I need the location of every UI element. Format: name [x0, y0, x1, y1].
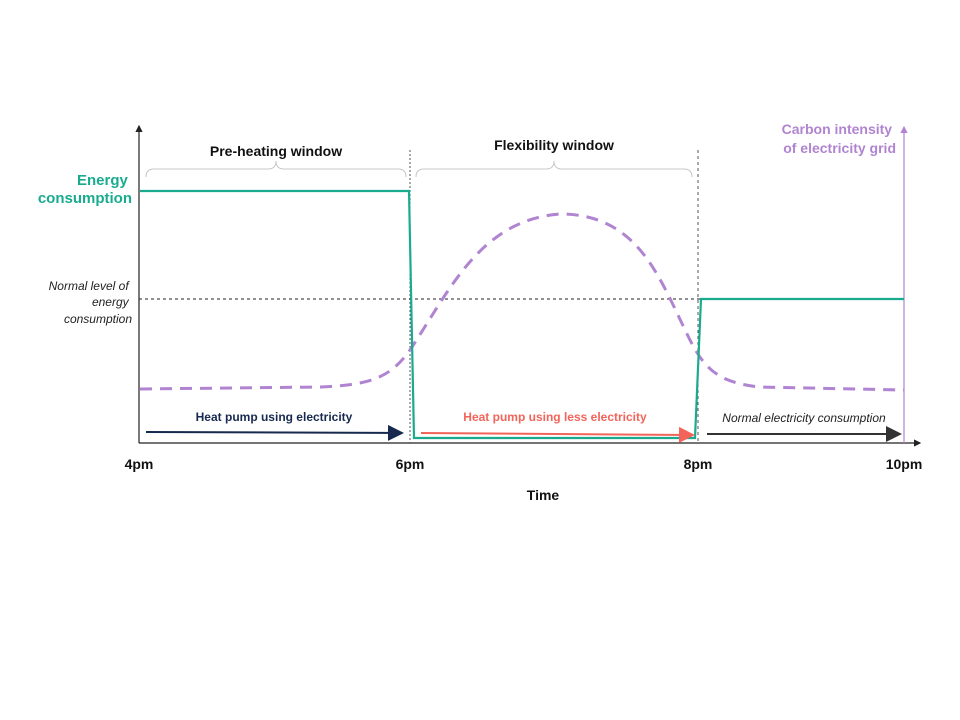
energy-axis-label: Energy consumption: [38, 172, 132, 207]
normal-level-line3: consumption: [64, 312, 132, 326]
normal-level-line2: energy: [92, 295, 130, 309]
phase3-label: Normal electricity consumption: [722, 411, 886, 425]
x-tick-8pm: 8pm: [684, 456, 713, 472]
phase2-label: Heat pump using less electricity: [463, 410, 647, 424]
carbon-intensity-curve: [139, 212, 905, 392]
preheat-window-label: Pre-heating window: [210, 143, 342, 159]
flex-brace: [415, 160, 693, 178]
carbon-axis-label-line2: of electricity grid: [783, 140, 896, 156]
energy-consumption-line: [140, 189, 904, 440]
phase2-arrow: [420, 426, 695, 443]
phase1-label: Heat pump using electricity: [196, 410, 353, 424]
carbon-axis-label-line1: Carbon intensity: [782, 121, 893, 137]
normal-level-label: Normal level of energy consumption: [49, 279, 133, 326]
flex-window-label: Flexibility window: [494, 137, 614, 153]
x-tick-4pm: 4pm: [125, 456, 154, 472]
normal-level-line1: Normal level of: [49, 279, 131, 293]
x-tick-10pm: 10pm: [886, 456, 923, 472]
x-axis-title: Time: [527, 487, 560, 503]
energy-axis-label-line2: consumption: [38, 190, 132, 207]
preheat-brace: [145, 160, 407, 178]
energy-axis-label-line1: Energy: [77, 172, 129, 189]
carbon-axis-label: Carbon intensity of electricity grid: [782, 121, 896, 156]
phase1-arrow: [145, 424, 404, 441]
x-tick-6pm: 6pm: [396, 456, 425, 472]
